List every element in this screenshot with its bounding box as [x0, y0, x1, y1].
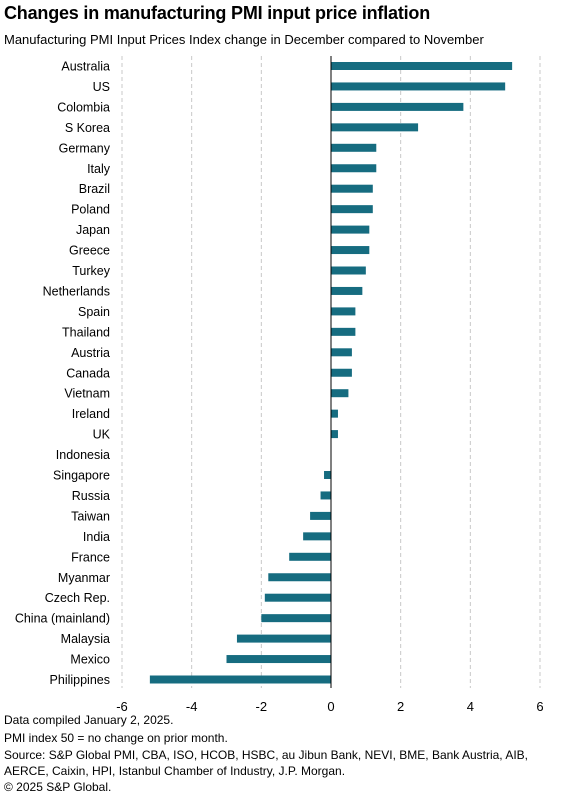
- bar: [331, 164, 377, 173]
- note-source-line2: AERCE, Caixin, HPI, Istanbul Chamber of …: [4, 764, 346, 778]
- bar: [320, 491, 331, 500]
- bar: [268, 573, 331, 582]
- category-label: Canada: [66, 366, 110, 380]
- category-label: Czech Rep.: [45, 591, 110, 605]
- category-label: India: [83, 530, 110, 544]
- bar: [236, 634, 331, 643]
- bar: [310, 511, 331, 520]
- bar: [331, 266, 366, 275]
- bar: [331, 82, 506, 91]
- x-tick-label: -2: [256, 699, 268, 712]
- bar: [331, 246, 370, 255]
- bar: [264, 593, 331, 602]
- category-label: Russia: [72, 489, 110, 503]
- bar: [226, 655, 331, 664]
- category-label: Brazil: [79, 182, 110, 196]
- note-compiled: Data compiled January 2, 2025.: [4, 713, 174, 727]
- category-label: Ireland: [72, 407, 110, 421]
- category-label: Taiwan: [71, 509, 110, 523]
- category-label: Malaysia: [61, 632, 110, 646]
- category-label: Japan: [76, 223, 110, 237]
- category-label: Colombia: [57, 100, 110, 114]
- x-tick-label: -6: [116, 699, 128, 712]
- bar: [331, 123, 419, 132]
- copyright: © 2025 S&P Global.: [4, 780, 112, 794]
- category-label: Greece: [69, 244, 110, 258]
- bar: [331, 205, 373, 214]
- chart-subtitle: Manufacturing PMI Input Prices Index cha…: [4, 32, 484, 47]
- category-label: S Korea: [65, 121, 110, 135]
- bar-chart: Australia US Colombia S Korea Germany Italy Br…: [15, 56, 544, 712]
- category-label: UK: [93, 428, 111, 442]
- category-label: Singapore: [53, 469, 110, 483]
- category-label: Spain: [78, 305, 110, 319]
- category-label: China (mainland): [15, 612, 110, 626]
- bar: [324, 471, 331, 479]
- bar: [331, 368, 352, 377]
- x-tick-label: 0: [327, 699, 334, 712]
- category-label: Netherlands: [43, 284, 110, 298]
- bar: [331, 143, 377, 152]
- bar: [331, 62, 513, 70]
- bar: [331, 184, 373, 193]
- category-label: Indonesia: [56, 448, 110, 462]
- category-label: Germany: [59, 141, 111, 155]
- bar: [331, 327, 356, 336]
- category-label: Austria: [71, 346, 110, 360]
- bar: [289, 552, 331, 561]
- category-label: Italy: [87, 162, 111, 176]
- x-tick-label: 4: [467, 699, 474, 712]
- note-pmi: PMI index 50 = no change on prior month.: [4, 731, 228, 745]
- category-label: US: [93, 80, 110, 94]
- category-label: Myanmar: [58, 571, 110, 585]
- bar: [331, 409, 338, 418]
- category-label: France: [71, 550, 110, 564]
- x-tick-label: 2: [397, 699, 404, 712]
- bar: [149, 675, 331, 684]
- x-tick-label: -4: [186, 699, 198, 712]
- bar: [331, 307, 356, 316]
- bar: [331, 430, 338, 439]
- chart-title: Changes in manufacturing PMI input price…: [4, 3, 431, 23]
- bar: [331, 389, 349, 398]
- bar: [331, 102, 464, 111]
- bar: [331, 286, 363, 295]
- note-source-line1: Source: S&P Global PMI, CBA, ISO, HCOB, …: [4, 748, 528, 762]
- bar: [303, 532, 331, 541]
- category-label: Australia: [61, 60, 110, 74]
- category-label: Turkey: [72, 264, 110, 278]
- category-label: Philippines: [50, 673, 110, 687]
- bar: [261, 614, 331, 623]
- category-label: Mexico: [70, 653, 110, 667]
- x-tick-label: 6: [536, 699, 543, 712]
- category-label: Vietnam: [64, 387, 110, 401]
- bar: [331, 348, 352, 357]
- bar: [331, 225, 370, 234]
- category-label: Poland: [71, 203, 110, 217]
- category-label: Thailand: [62, 325, 110, 339]
